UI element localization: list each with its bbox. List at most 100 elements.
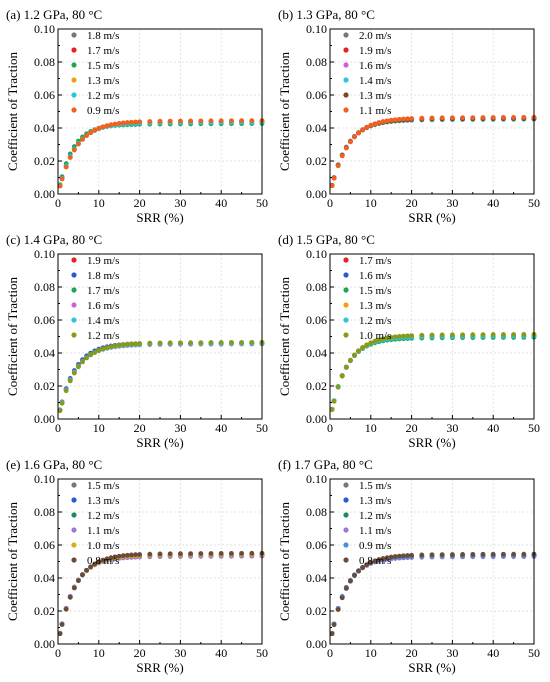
data-point-1-2-m-s (229, 340, 234, 345)
data-point-1-0-m-s (376, 337, 382, 343)
legend-marker (343, 257, 349, 263)
data-point-1-2-m-s (249, 339, 255, 345)
data-point-1-1-m-s (396, 116, 402, 122)
data-point-1-1-m-s (450, 115, 455, 121)
x-tick-label: 20 (134, 421, 146, 435)
data-point-0-8-m-s (429, 552, 435, 558)
data-point-0-8-m-s (376, 557, 382, 562)
data-point-0-9-m-s (167, 118, 173, 124)
legend-label: 1.1 m/s (359, 105, 391, 117)
chart-title: (c) 1.4 GPa, 80 °C (6, 232, 102, 247)
x-tick-label: 10 (93, 646, 105, 660)
data-point-1-0-m-s (339, 373, 345, 379)
legend-label: 1.3 m/s (359, 300, 391, 312)
data-point-1-0-m-s (360, 345, 366, 351)
grid-lines (330, 254, 534, 419)
legend-label: 1.2 m/s (359, 510, 391, 522)
y-tick-label: 0.04 (306, 121, 327, 135)
legend-label: 1.4 m/s (87, 315, 119, 327)
data-point-0-9-m-s (147, 119, 153, 124)
y-tick-label: 0.10 (306, 247, 327, 261)
legend-marker (71, 62, 77, 68)
data-point-0-9-m-s (112, 121, 118, 127)
data-point-0-8-m-s (133, 552, 138, 558)
y-tick-label: 0.00 (34, 187, 55, 201)
data-point-1-1-m-s (360, 127, 366, 133)
y-tick-label: 0.06 (306, 313, 327, 327)
x-tick-label: 30 (174, 646, 186, 660)
data-point-1-0-m-s (460, 332, 465, 338)
data-point-0-8-m-s (419, 552, 425, 558)
chart-title: (a) 1.2 GPa, 80 °C (6, 7, 102, 22)
data-point-0-8-m-s (249, 550, 255, 556)
x-tick-label: 20 (406, 646, 418, 660)
data-point-0-8-m-s (104, 556, 110, 562)
y-tick-label: 0.02 (306, 604, 327, 618)
data-point-1-0-m-s (511, 332, 516, 337)
legend-marker (71, 107, 77, 113)
data-point-0-9-m-s (71, 147, 77, 153)
data-point-1-1-m-s (460, 115, 465, 121)
data-point-0-8-m-s (388, 554, 394, 560)
y-axis-label: Coefficient of Traction (5, 277, 20, 396)
data-points (57, 550, 265, 637)
x-tick-label: 0 (327, 421, 333, 435)
data-point-1-0-m-s (521, 332, 527, 337)
data-point-1-1-m-s (380, 119, 386, 125)
grid-lines (330, 479, 534, 644)
legend-marker (343, 62, 349, 68)
y-tick-label: 0.00 (34, 412, 55, 426)
legend-marker (71, 557, 77, 563)
x-tick-label: 30 (174, 421, 186, 435)
x-tick-label: 30 (446, 646, 458, 660)
data-point-0-9-m-s (80, 136, 85, 142)
data-point-0-8-m-s (59, 622, 65, 627)
y-tick-label: 0.02 (306, 154, 327, 168)
chart-panel-6: 0 10 20 30 40 50 0.00 0.02 0.04 0.06 0.08 0.10(f) 1… (277, 457, 540, 675)
legend: 1.9 m/s 1.8 m/s 1.7 m/s 1.6 m/s 1.4 m/s 1.2 m… (71, 255, 119, 342)
legend-label: 1.3 m/s (87, 75, 119, 87)
data-point-0-9-m-s (57, 183, 63, 189)
data-point-1-0-m-s (450, 332, 455, 338)
x-tick-label: 40 (487, 421, 499, 435)
legend-label: 0.8 m/s (87, 555, 119, 567)
data-point-1-0-m-s (329, 407, 335, 412)
y-tick-label: 0.02 (34, 379, 55, 393)
legend-label: 1.8 m/s (87, 30, 119, 42)
data-point-1-2-m-s (84, 355, 89, 361)
data-point-1-1-m-s (388, 117, 394, 123)
data-point-1-1-m-s (376, 120, 382, 126)
y-tick-label: 0.10 (34, 472, 55, 486)
legend-label: 1.5 m/s (87, 60, 119, 72)
data-point-0-8-m-s (157, 551, 163, 557)
data-points (329, 551, 537, 637)
data-point-0-9-m-s (157, 118, 163, 124)
data-point-0-8-m-s (116, 553, 122, 559)
y-tick-label: 0.08 (306, 505, 327, 519)
data-point-1-1-m-s (352, 134, 357, 140)
data-point-1-1-m-s (364, 124, 370, 130)
data-point-0-8-m-s (392, 554, 398, 559)
chart-title: (b) 1.3 GPa, 80 °C (278, 7, 375, 22)
legend: 1.5 m/s 1.3 m/s 1.2 m/s 1.1 m/s 0.9 m/s 0.8 m… (343, 480, 391, 567)
data-points (329, 114, 537, 189)
data-point-0-8-m-s (356, 568, 361, 574)
grid-lines (58, 254, 262, 419)
y-tick-label: 0.10 (306, 472, 327, 486)
y-tick-label: 0.04 (34, 571, 55, 585)
y-axis-label: Coefficient of Traction (5, 52, 20, 171)
data-point-1-2-m-s (218, 340, 224, 345)
data-point-1-0-m-s (388, 334, 394, 340)
data-point-1-1-m-s (356, 130, 361, 136)
data-point-1-2-m-s (100, 346, 106, 352)
data-point-1-1-m-s (501, 115, 506, 120)
data-point-1-0-m-s (409, 333, 414, 339)
y-tick-label: 0.02 (34, 154, 55, 168)
data-point-0-8-m-s (147, 551, 153, 557)
x-tick-label: 40 (487, 646, 499, 660)
data-point-0-9-m-s (198, 118, 204, 124)
x-tick-label: 0 (55, 196, 61, 210)
x-tick-label: 0 (55, 646, 61, 660)
data-point-0-8-m-s (88, 564, 94, 570)
data-point-0-8-m-s (368, 560, 374, 565)
